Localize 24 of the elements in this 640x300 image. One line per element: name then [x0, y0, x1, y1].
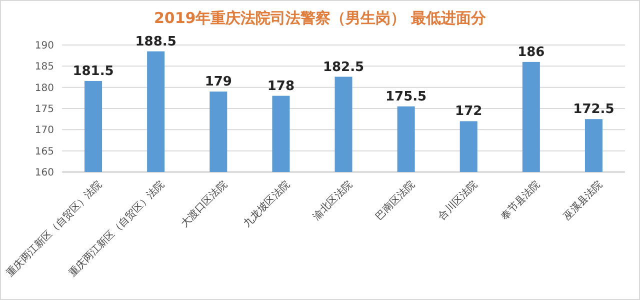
y-tick-label: 190 — [34, 40, 54, 52]
chart-title: 2019年重庆法院司法警察（男生岗） 最低进面分 — [154, 9, 487, 27]
x-tick-label: 九龙坡区法院 — [241, 178, 292, 230]
data-label: 178 — [267, 78, 295, 94]
x-tick-label: 渝北区法院 — [310, 178, 355, 222]
data-label: 172 — [455, 104, 482, 120]
y-tick-label: 160 — [34, 168, 54, 178]
y-tick-label: 170 — [34, 125, 54, 136]
data-label: 186 — [518, 44, 545, 60]
x-tick-label: 巴南区法院 — [373, 178, 418, 222]
data-label: 175.5 — [385, 89, 427, 104]
y-tick-label: 180 — [34, 82, 54, 94]
data-label: 188.5 — [135, 34, 176, 50]
y-tick-label: 185 — [34, 62, 54, 73]
x-tick-label: 大渡口区法院 — [178, 178, 230, 230]
data-label: 179 — [204, 74, 232, 90]
data-label: 181.5 — [72, 64, 114, 79]
x-tick-label: 巫溪县法院 — [560, 178, 605, 222]
y-tick-label: 175 — [34, 104, 54, 115]
data-label: 172.5 — [573, 102, 614, 118]
x-tick-label: 合川区法院 — [436, 178, 480, 222]
data-label: 182.5 — [322, 60, 364, 75]
x-tick-label: 奉节县法院 — [498, 178, 542, 222]
y-tick-label: 165 — [34, 146, 54, 158]
